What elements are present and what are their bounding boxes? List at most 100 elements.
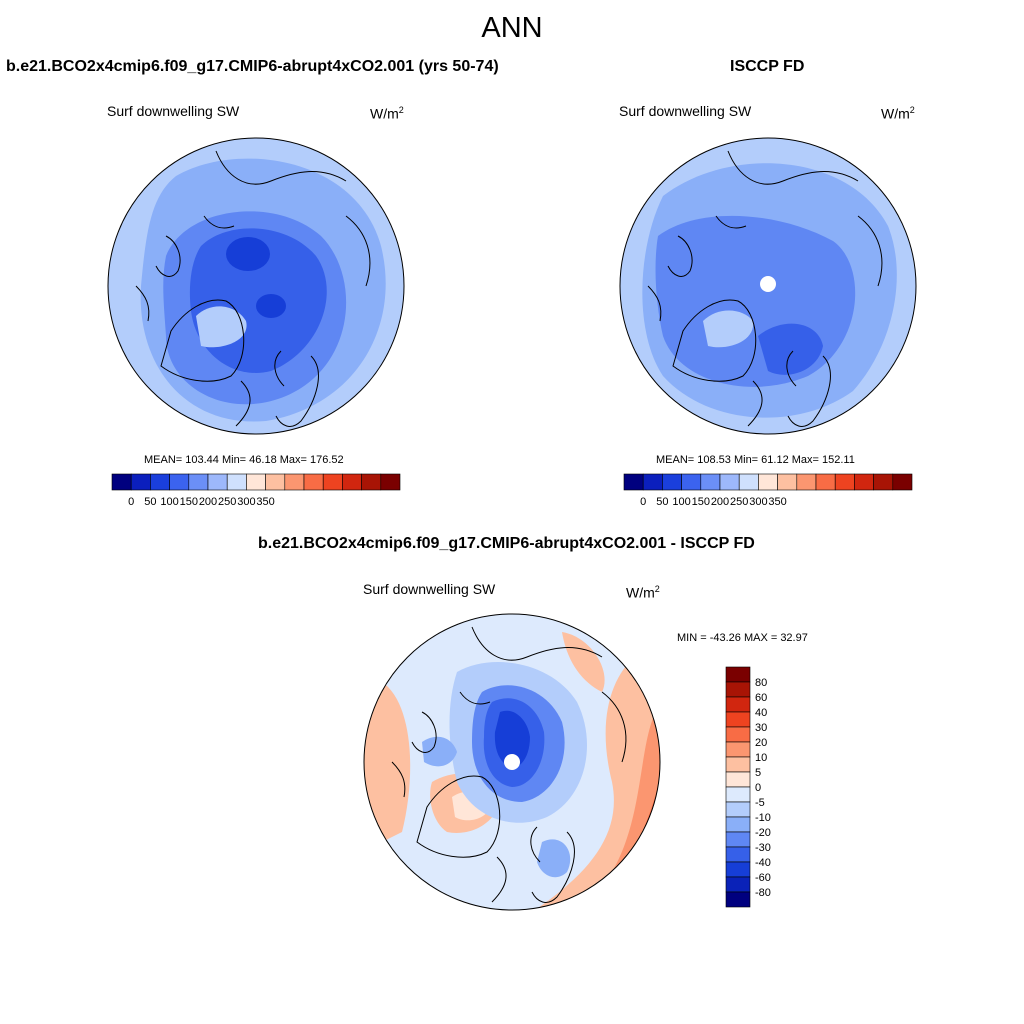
colorbar-tick-label: -5 (755, 797, 765, 809)
colorbar-tick-label: 60 (755, 692, 767, 704)
colorbar-tick-label: 150 (180, 496, 198, 508)
colorbar-cell (777, 473, 798, 491)
colorbar-cell (854, 473, 874, 491)
colorbar-cell (207, 473, 228, 491)
colorbar-model-ticks: 0 50 100 150 200 250 300 350 (128, 496, 275, 508)
colorbar-tick-label: -10 (755, 812, 771, 824)
colorbar-tick-label: 40 (755, 707, 767, 719)
variable-label-diff: Surf downwelling SW (363, 581, 496, 597)
colorbar-cell (725, 861, 751, 878)
colorbar-cell (150, 473, 170, 491)
colorbar-tick-label: 200 (711, 496, 729, 508)
colorbar-tick-label: 100 (672, 496, 690, 508)
colorbar-cell (284, 473, 305, 491)
colorbar-cell (725, 726, 751, 743)
colorbar-tick-label: 5 (755, 767, 761, 779)
colorbar-model-cells (111, 473, 401, 491)
units-label-diff: W/m2 (626, 584, 660, 601)
colorbar-cell (226, 473, 247, 491)
colorbar-cell (725, 711, 751, 728)
colorbar-tick-label: 20 (755, 737, 767, 749)
polar-map-diff (363, 613, 661, 911)
colorbar-cell (796, 473, 817, 491)
colorbar-cell (725, 771, 751, 788)
colorbar-tick-label: 0 (640, 496, 646, 508)
colorbar-cell (725, 756, 751, 773)
panel-title-diff: b.e21.BCO2x4cmip6.f09_g17.CMIP6-abrupt4x… (258, 535, 755, 552)
colorbar-tick-label: -40 (755, 857, 771, 869)
colorbar-tick-label: 250 (730, 496, 748, 508)
variable-label-model: Surf downwelling SW (107, 103, 240, 119)
colorbar-tick-label: 300 (749, 496, 767, 508)
colorbar-cell (719, 473, 740, 491)
colorbar-cell (111, 473, 132, 491)
colorbar-cell (361, 473, 382, 491)
colorbar-cell (623, 473, 644, 491)
colorbar-diff-ticks: 80 60 40 30 20 10 5 0 -5 -10 -20 -30 -40 -60 -80 (755, 677, 771, 899)
colorbar-tick-label: 150 (692, 496, 710, 508)
colorbar-tick-label: 350 (256, 496, 274, 508)
colorbar-cell (873, 473, 894, 491)
colorbar-cell (738, 473, 759, 491)
colorbar-tick-label: 0 (755, 782, 761, 794)
colorbar-cell (322, 473, 343, 491)
polar-map-obs (619, 137, 917, 435)
colorbar-model: 0 50 100 150 200 250 300 350 (111, 473, 401, 508)
colorbar-cell (758, 473, 778, 491)
colorbar-cell (303, 473, 324, 491)
colorbar-tick-label: 80 (755, 677, 767, 689)
stats-model: MEAN= 103.44 Min= 46.18 Max= 176.52 (144, 454, 344, 466)
colorbar-cell (725, 831, 751, 848)
colorbar-cell (725, 891, 751, 908)
colorbar-tick-label: 250 (218, 496, 236, 508)
colorbar-cell (725, 846, 751, 863)
colorbar-cell (380, 473, 401, 491)
colorbar-cell (815, 473, 836, 491)
colorbar-tick-label: 50 (656, 496, 668, 508)
colorbar-cell (246, 473, 266, 491)
colorbar-cell (725, 666, 751, 683)
colorbar-tick-label: 30 (755, 722, 767, 734)
colorbar-cell (725, 816, 751, 833)
polar-map-model (107, 137, 405, 435)
colorbar-tick-label: -20 (755, 827, 771, 839)
colorbar-tick-label: 350 (768, 496, 786, 508)
colorbar-cell (642, 473, 663, 491)
colorbar-obs-cells (623, 473, 913, 491)
colorbar-cell (725, 786, 751, 803)
stats-obs: MEAN= 108.53 Min= 61.12 Max= 152.11 (656, 454, 855, 466)
main-title: ANN (481, 12, 543, 44)
colorbar-cell (834, 473, 855, 491)
colorbar-cell (725, 801, 751, 818)
colorbar-cell (265, 473, 286, 491)
panel-title-model: b.e21.BCO2x4cmip6.f09_g17.CMIP6-abrupt4x… (6, 58, 499, 75)
colorbar-tick-label: -60 (755, 872, 771, 884)
colorbar-tick-label: 10 (755, 752, 767, 764)
minmax-diff: MIN = -43.26 MAX = 32.97 (677, 632, 808, 644)
colorbar-cell (130, 473, 151, 491)
colorbar-tick-label: 0 (128, 496, 134, 508)
variable-label-obs: Surf downwelling SW (619, 103, 752, 119)
colorbar-tick-label: -30 (755, 842, 771, 854)
colorbar-tick-label: 300 (237, 496, 255, 508)
colorbar-cell (725, 681, 751, 698)
colorbar-cell (725, 696, 751, 713)
colorbar-cell (342, 473, 362, 491)
colorbar-tick-label: 50 (144, 496, 156, 508)
colorbar-cell (725, 741, 751, 758)
colorbar-obs-ticks: 0 50 100 150 200 250 300 350 (640, 496, 787, 508)
colorbar-cell (188, 473, 209, 491)
colorbar-tick-label: 200 (199, 496, 217, 508)
colorbar-cell (725, 876, 751, 893)
colorbar-tick-label: 100 (160, 496, 178, 508)
colorbar-cell (700, 473, 721, 491)
colorbar-diff: 80 60 40 30 20 10 5 0 -5 -10 -20 -30 -40 -60 -80 (725, 666, 771, 908)
units-label-obs: W/m2 (881, 105, 915, 122)
colorbar-obs: 0 50 100 150 200 250 300 350 (623, 473, 913, 508)
colorbar-cell (681, 473, 702, 491)
panel-title-obs: ISCCP FD (730, 58, 805, 75)
colorbar-cell (662, 473, 682, 491)
colorbar-tick-label: -80 (755, 887, 771, 899)
units-label-model: W/m2 (370, 105, 404, 122)
colorbar-cell (169, 473, 190, 491)
